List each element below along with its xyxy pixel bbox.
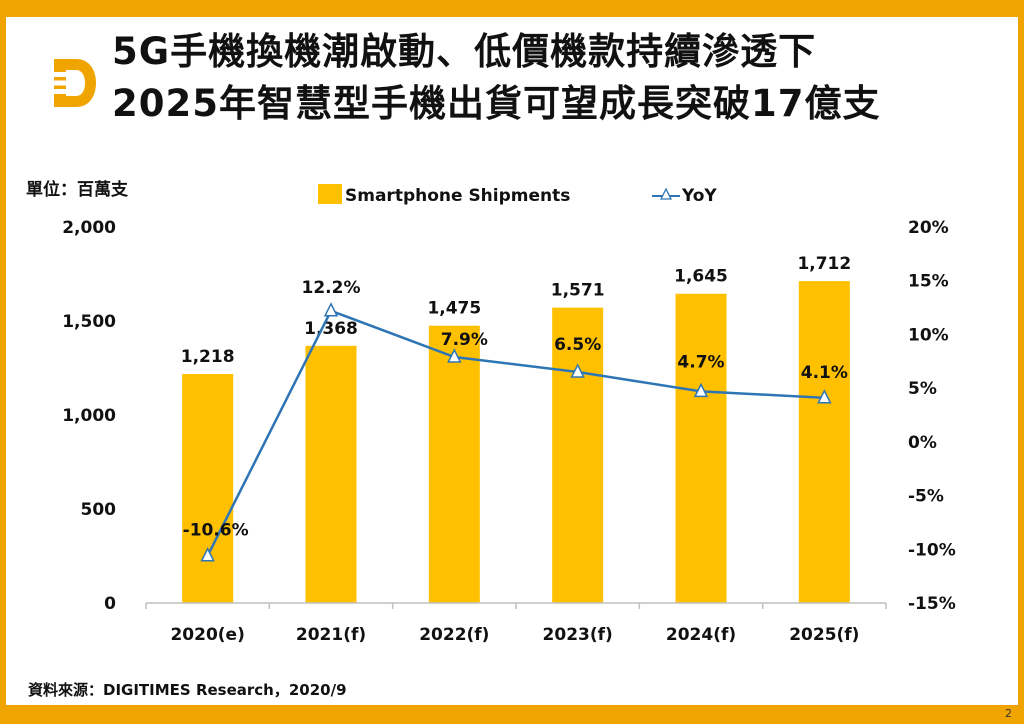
top-accent-bar (0, 0, 1024, 17)
y-left-tick-label: 2,000 (62, 218, 116, 238)
bar-data-label: 1,645 (674, 267, 728, 287)
yoy-data-label: 7.9% (441, 330, 488, 350)
bar-data-label: 1,712 (797, 254, 851, 274)
yoy-point (447, 348, 462, 363)
yoy-point (693, 382, 709, 398)
page-title: 5G手機換機潮啟動、低價機款持續滲透下 2025年智慧型手機出貨可望成長突破17… (112, 26, 992, 130)
bar-shipments (552, 307, 604, 603)
yoy-point (570, 363, 585, 378)
yoy-point (817, 389, 832, 404)
yoy-data-label: 4.1% (801, 363, 848, 383)
yoy-data-label: -10.6% (183, 521, 249, 541)
x-tick-label: 2022(f) (419, 625, 489, 645)
bar-shipments (305, 345, 357, 603)
title-line-1: 5G手機換機潮啟動、低價機款持續滲透下 (112, 30, 817, 73)
yoy-data-label: 12.2% (302, 278, 361, 298)
y-right-tick-label: 5% (908, 379, 937, 399)
bar-data-label: 1,368 (304, 319, 358, 339)
y-right-tick-label: 20% (908, 218, 949, 238)
yoy-data-label: 6.5% (554, 335, 601, 355)
y-left-tick-label: 1,500 (62, 312, 116, 332)
y-right-tick-label: 0% (908, 433, 937, 453)
bar-shipments (675, 293, 727, 603)
x-tick-label: 2020(e) (170, 625, 244, 645)
legend-swatch-shipments (318, 184, 342, 204)
y-right-tick-label: 15% (908, 272, 949, 292)
y-right-tick-label: 10% (908, 325, 949, 345)
x-tick-label: 2024(f) (666, 625, 736, 645)
legend-label-yoy: YoY (681, 186, 717, 206)
y-left-tick-label: 1,000 (62, 406, 116, 426)
legend-swatch-yoy-marker (659, 187, 673, 200)
yoy-point (200, 547, 215, 562)
yoy-line (206, 309, 825, 557)
bar-data-label: 1,218 (181, 347, 235, 367)
bar-shipments (798, 281, 850, 603)
bar-data-label: 1,571 (551, 281, 605, 301)
y-left-tick-label: 0 (104, 594, 116, 614)
x-tick-label: 2023(f) (543, 625, 613, 645)
y-right-tick-label: -15% (908, 594, 956, 614)
yoy-point (323, 302, 339, 317)
y-left-tick-label: 500 (81, 500, 117, 520)
x-tick-label: 2021(f) (296, 625, 366, 645)
bar-shipments (428, 325, 480, 603)
source-note: 資料來源：DIGITIMES Research，2020/9 (28, 681, 347, 699)
bar-shipments (182, 374, 234, 603)
y-right-tick-label: -10% (908, 540, 956, 560)
x-tick-label: 2025(f) (789, 625, 859, 645)
page-number: 2 (1005, 707, 1012, 720)
title-line-2: 2025年智慧型手機出貨可望成長突破17億支 (112, 82, 881, 125)
yoy-data-label: 4.7% (677, 352, 724, 372)
legend-label-shipments: Smartphone Shipments (345, 186, 570, 206)
y-right-tick-label: -5% (908, 487, 944, 507)
digitimes-logo-icon (48, 59, 96, 107)
bottom-accent-bar (0, 705, 1024, 724)
unit-label: 單位：百萬支 (26, 180, 128, 200)
bar-data-label: 1,475 (427, 299, 481, 319)
